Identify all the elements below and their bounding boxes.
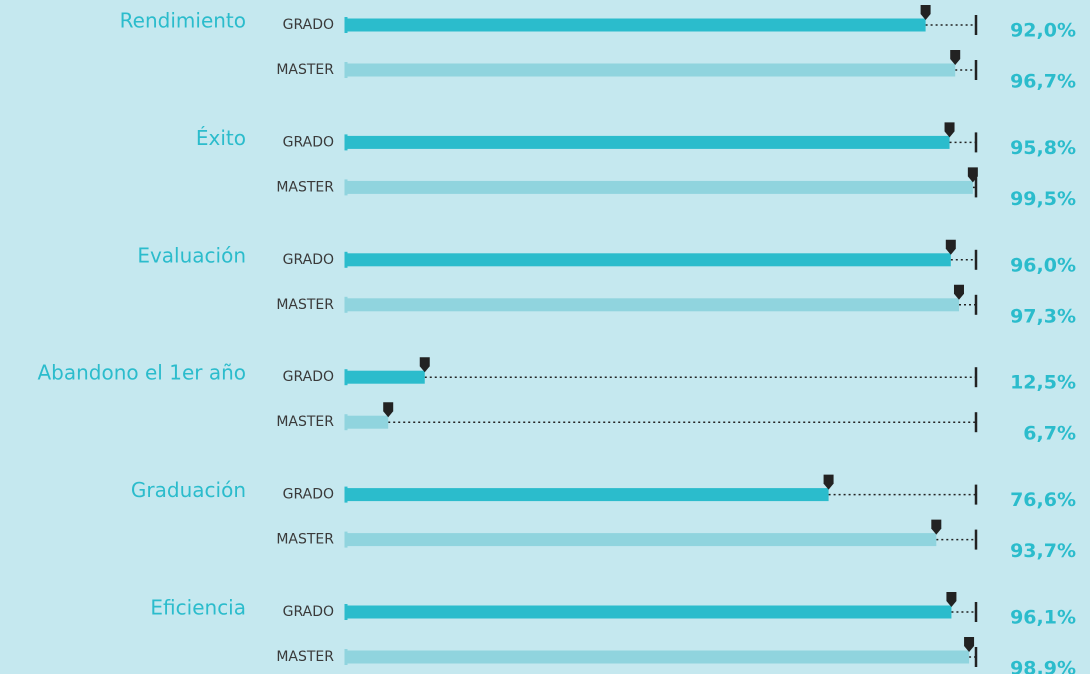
bar: [346, 135, 950, 149]
marker: [419, 357, 430, 373]
bar: [346, 605, 952, 619]
marker: [953, 284, 964, 300]
marker: [931, 519, 942, 535]
series-label: MASTER: [276, 179, 334, 195]
category-label: Graduación: [131, 478, 246, 502]
series-label: MASTER: [276, 297, 334, 313]
value-label: 98,9%: [1010, 658, 1076, 674]
marker: [920, 5, 931, 20]
series-label: GRADO: [283, 369, 334, 385]
category-label: Eficiencia: [150, 596, 246, 620]
marker: [950, 50, 961, 65]
bar: [346, 298, 959, 312]
value-label: 96,7%: [1010, 71, 1076, 93]
bar: [346, 370, 425, 384]
value-label: 95,8%: [1010, 137, 1076, 159]
series-label: GRADO: [283, 252, 334, 268]
value-label: 12,5%: [1010, 372, 1076, 394]
series-label: MASTER: [276, 532, 334, 548]
marker: [964, 637, 975, 652]
series-label: MASTER: [276, 414, 334, 430]
series-label: GRADO: [283, 17, 334, 33]
bar: [346, 650, 970, 664]
value-label: 99,5%: [1010, 188, 1076, 210]
marker: [946, 592, 957, 607]
value-label: 97,3%: [1010, 305, 1076, 327]
marker: [945, 239, 956, 255]
category-label: Éxito: [196, 126, 246, 150]
value-label: 76,6%: [1010, 489, 1076, 511]
bar: [346, 18, 926, 32]
value-label: 96,0%: [1010, 254, 1076, 276]
value-label: 6,7%: [1023, 423, 1076, 445]
series-label: MASTER: [276, 649, 334, 665]
marker: [944, 122, 955, 138]
value-label: 96,1%: [1010, 607, 1076, 629]
bar: [346, 533, 937, 547]
value-label: 92,0%: [1010, 20, 1076, 42]
category-label: Rendimiento: [120, 9, 246, 33]
bar: [346, 180, 973, 194]
series-label: MASTER: [276, 62, 334, 78]
series-label: GRADO: [283, 604, 334, 620]
category-label: Evaluación: [137, 243, 246, 267]
bar: [346, 253, 951, 267]
series-label: GRADO: [283, 487, 334, 503]
bar: [346, 415, 389, 429]
value-label: 93,7%: [1010, 540, 1076, 562]
bar: [346, 63, 956, 77]
category-label: Abandono el 1er año: [37, 361, 246, 385]
series-label: GRADO: [283, 134, 334, 150]
marker: [967, 167, 978, 183]
bar: [346, 488, 829, 502]
marker: [823, 474, 834, 490]
marker: [383, 402, 394, 418]
